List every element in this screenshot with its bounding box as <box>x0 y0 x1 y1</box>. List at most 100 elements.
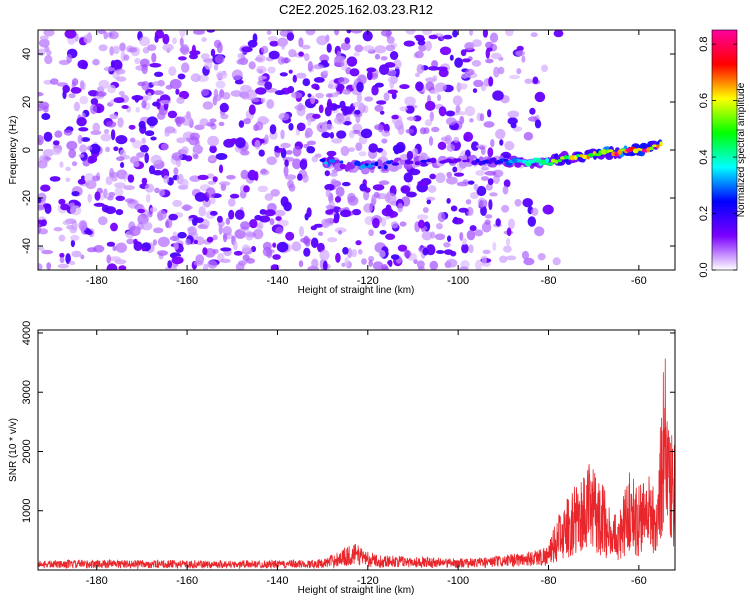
heatmap-noise-blob <box>240 169 249 180</box>
heatmap-noise-blob <box>425 81 435 92</box>
heatmap-noise-blob <box>80 254 85 260</box>
heatmap-noise-blob <box>193 153 199 160</box>
heatmap-signal-core <box>659 141 663 147</box>
heatmap-noise-blob <box>104 206 116 215</box>
heatmap-noise-blob <box>311 258 319 269</box>
heatmap-noise-blob <box>105 176 113 186</box>
heatmap-noise-blob <box>368 259 374 267</box>
heatmap-noise-blob <box>322 260 328 270</box>
heatmap-noise-blob <box>154 34 159 43</box>
heatmap-noise-blob <box>485 58 494 64</box>
heatmap-noise-blob <box>460 49 467 57</box>
heatmap-noise-blob <box>79 144 87 153</box>
heatmap-noise-blob <box>439 46 452 56</box>
heatmap-noise-blob <box>459 232 464 241</box>
heatmap-noise-blob <box>379 110 385 115</box>
heatmap-noise-blob <box>380 56 388 61</box>
heatmap-noise-blob <box>445 117 457 126</box>
snr-x-axis-label: Height of straight line (km) <box>298 585 415 596</box>
heatmap-noise-blob <box>60 203 69 211</box>
heatmap-noise-blob <box>181 62 190 73</box>
heatmap-noise-blob <box>341 262 346 267</box>
heatmap-noise-blob <box>168 66 177 77</box>
heatmap-noise-blob <box>443 249 454 256</box>
heatmap-noise-blob <box>321 123 334 131</box>
heatmap-noise-blob <box>173 167 179 176</box>
heatmap-noise-blob <box>399 106 408 112</box>
heatmap-noise-blob <box>230 90 243 97</box>
heatmap-noise-blob <box>77 134 83 144</box>
heatmap-noise-blob <box>94 191 101 201</box>
heatmap-noise-blob <box>374 124 384 131</box>
heatmap-noise-blob <box>243 118 251 125</box>
heatmap-noise-blob <box>287 179 294 189</box>
heatmap-noise-blob <box>266 156 278 165</box>
heatmap-noise-blob <box>147 44 157 51</box>
heatmap-noise-blob <box>352 123 363 132</box>
heatmap-noise-blob <box>78 127 89 132</box>
heatmap-noise-blob <box>356 81 364 93</box>
heatmap-noise-blob <box>374 104 384 112</box>
heatmap-noise-blob <box>38 197 42 204</box>
heatmap-noise-blob <box>237 53 244 59</box>
heatmap-signal-core <box>607 149 614 153</box>
heatmap-noise-blob <box>269 40 279 47</box>
heatmap-noise-blob <box>352 101 364 108</box>
heatmap-noise-blob <box>281 41 286 50</box>
heatmap-noise-blob <box>144 183 155 193</box>
heatmap-noise-blob <box>376 147 384 153</box>
heatmap-noise-blob <box>381 217 387 227</box>
heatmap-noise-blob <box>321 59 328 65</box>
heatmap-noise-blob <box>371 194 377 206</box>
heatmap-noise-blob <box>270 189 281 197</box>
heatmap-noise-blob <box>214 54 225 64</box>
heatmap-noise-blob <box>156 210 167 220</box>
heatmap-noise-blob <box>198 206 206 217</box>
heatmap-noise-blob <box>161 143 169 151</box>
heatmap-noise-blob <box>69 226 78 234</box>
heatmap-noise-blob <box>92 58 100 66</box>
heatmap-noise-blob <box>197 174 209 180</box>
heatmap-noise-blob <box>534 91 546 103</box>
heatmap-noise-blob <box>245 257 255 264</box>
heatmap-noise-blob <box>71 78 79 86</box>
heatmap-noise-blob <box>298 51 304 57</box>
heatmap-noise-blob <box>324 183 335 191</box>
heatmap-noise-blob <box>482 249 491 255</box>
heatmap-noise-blob <box>346 56 358 67</box>
heatmap-noise-blob <box>154 71 164 78</box>
heatmap-noise-blob <box>114 186 124 197</box>
heatmap-noise-blob <box>194 192 206 202</box>
heatmap-noise-blob <box>221 92 231 100</box>
heatmap-noise-blob <box>114 182 126 189</box>
heatmap-noise-blob <box>390 221 399 229</box>
heatmap-noise-blob <box>209 145 217 154</box>
heatmap-noise-blob <box>316 35 328 46</box>
heatmap-noise-blob <box>306 146 316 154</box>
spectrogram-y-ticks: -40 -20 0 20 40 <box>21 48 675 254</box>
heatmap-noise-blob <box>132 140 143 149</box>
y-tick-label: 20 <box>21 96 33 108</box>
x-tick-label: -140 <box>266 575 288 587</box>
heatmap-noise-blob <box>238 120 245 128</box>
heatmap-signal-core <box>383 164 388 170</box>
heatmap-noise-blob <box>489 32 499 43</box>
heatmap-noise-blob <box>89 143 101 154</box>
heatmap-noise-blob <box>403 40 415 47</box>
heatmap-noise-blob <box>378 64 390 75</box>
heatmap-noise-blob <box>334 30 340 36</box>
snr-y-ticks: 1000 2000 3000 4000 <box>21 321 675 523</box>
heatmap-noise-blob <box>461 58 471 63</box>
heatmap-noise-blob <box>76 117 87 127</box>
heatmap-noise-blob <box>297 102 304 112</box>
heatmap-noise-blob <box>424 119 433 127</box>
heatmap-noise-blob <box>306 140 317 146</box>
heatmap-noise-blob <box>374 82 384 88</box>
y-tick-label: -40 <box>21 238 33 254</box>
heatmap-noise-blob <box>152 101 160 107</box>
heatmap-noise-blob <box>521 250 530 260</box>
heatmap-noise-blob <box>77 59 88 69</box>
heatmap-noise-blob <box>508 218 515 230</box>
heatmap-noise-blob <box>141 100 147 109</box>
heatmap-noise-blob <box>65 166 71 172</box>
